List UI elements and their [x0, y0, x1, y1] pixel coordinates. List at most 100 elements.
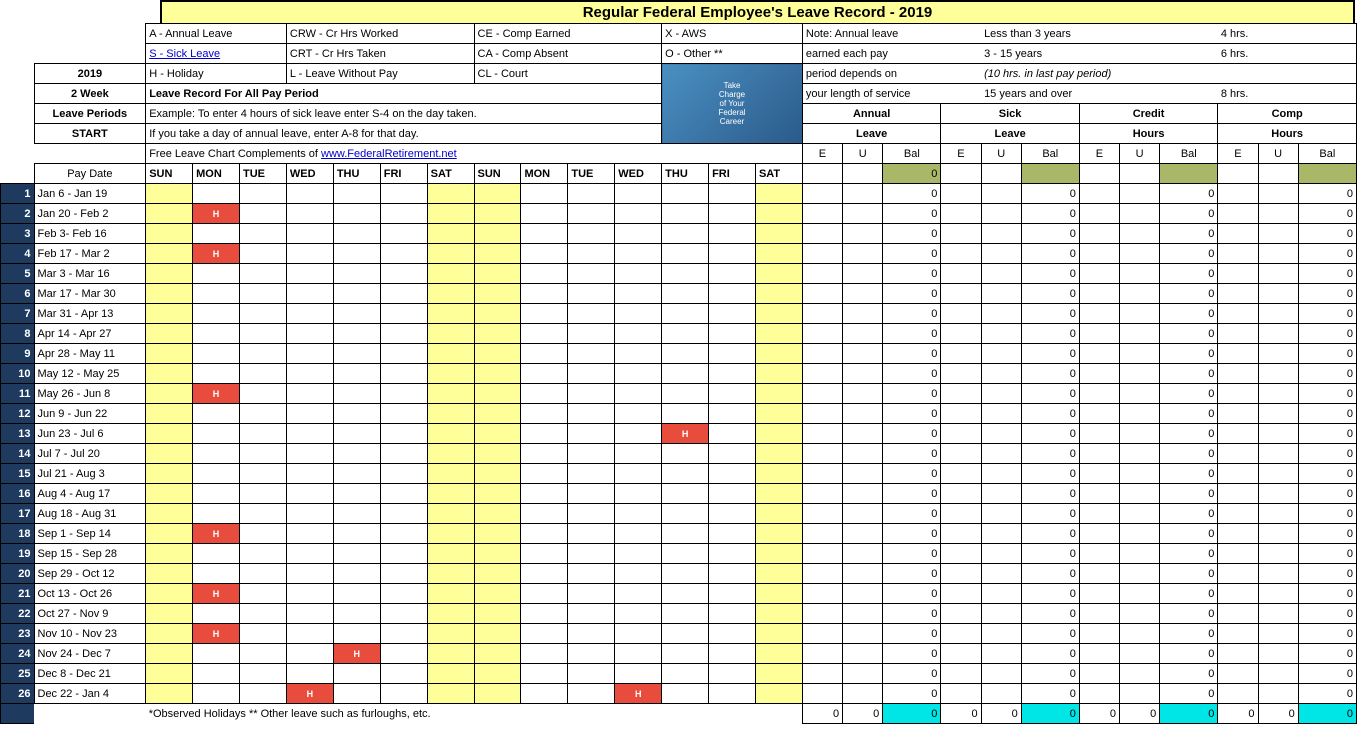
cell-e[interactable]: [941, 664, 981, 684]
day-cell[interactable]: [474, 204, 521, 224]
day-cell[interactable]: [755, 584, 802, 604]
cell-u[interactable]: [843, 564, 883, 584]
cell-u[interactable]: [1120, 184, 1160, 204]
cell-u[interactable]: [981, 224, 1021, 244]
day-cell[interactable]: [521, 244, 568, 264]
day-cell[interactable]: [615, 244, 662, 264]
day-cell[interactable]: [427, 264, 474, 284]
cell-e[interactable]: [802, 244, 842, 264]
cell-e[interactable]: [802, 584, 842, 604]
cell-e[interactable]: [941, 324, 981, 344]
day-cell[interactable]: [615, 484, 662, 504]
day-cell[interactable]: [709, 664, 756, 684]
cell-u[interactable]: [843, 484, 883, 504]
day-cell[interactable]: [427, 284, 474, 304]
day-cell[interactable]: [146, 684, 193, 704]
day-cell[interactable]: [709, 464, 756, 484]
day-cell[interactable]: [615, 444, 662, 464]
day-cell[interactable]: [146, 544, 193, 564]
day-cell[interactable]: [427, 684, 474, 704]
day-cell[interactable]: [286, 664, 333, 684]
cell-u[interactable]: [843, 384, 883, 404]
day-cell[interactable]: [755, 304, 802, 324]
cell-u[interactable]: [981, 484, 1021, 504]
day-cell[interactable]: [521, 264, 568, 284]
day-cell[interactable]: [755, 384, 802, 404]
cell-e[interactable]: [1079, 484, 1119, 504]
day-cell[interactable]: [146, 224, 193, 244]
day-cell[interactable]: [709, 544, 756, 564]
day-cell[interactable]: [521, 184, 568, 204]
day-cell[interactable]: [146, 424, 193, 444]
cell-e[interactable]: [802, 524, 842, 544]
day-cell[interactable]: [568, 304, 615, 324]
cell-u[interactable]: [843, 284, 883, 304]
day-cell[interactable]: [380, 584, 427, 604]
cell-e[interactable]: [1218, 384, 1258, 404]
day-cell[interactable]: [474, 604, 521, 624]
day-cell[interactable]: [755, 504, 802, 524]
day-cell[interactable]: [568, 224, 615, 244]
cell-e[interactable]: [1079, 404, 1119, 424]
cell-u[interactable]: [1258, 584, 1298, 604]
cell-e[interactable]: [1218, 284, 1258, 304]
cell-u[interactable]: [1258, 524, 1298, 544]
day-cell[interactable]: [662, 324, 709, 344]
day-cell[interactable]: [568, 244, 615, 264]
day-cell[interactable]: [662, 524, 709, 544]
cell-e[interactable]: [1079, 524, 1119, 544]
day-cell[interactable]: [380, 684, 427, 704]
cell-u[interactable]: [843, 264, 883, 284]
cell-e[interactable]: [802, 384, 842, 404]
day-cell[interactable]: [662, 684, 709, 704]
cell-e[interactable]: [1079, 584, 1119, 604]
day-cell[interactable]: [333, 324, 380, 344]
cell-e[interactable]: [802, 264, 842, 284]
cell-e[interactable]: [941, 224, 981, 244]
day-cell[interactable]: [568, 524, 615, 544]
cell-u[interactable]: [1120, 504, 1160, 524]
day-cell[interactable]: [709, 564, 756, 584]
day-cell[interactable]: [333, 424, 380, 444]
day-cell[interactable]: [240, 504, 287, 524]
day-cell[interactable]: [615, 544, 662, 564]
cell-u[interactable]: [1258, 264, 1298, 284]
day-cell[interactable]: [146, 464, 193, 484]
cell-u[interactable]: [981, 404, 1021, 424]
day-cell[interactable]: [240, 284, 287, 304]
day-cell[interactable]: [709, 684, 756, 704]
cell-u[interactable]: [981, 644, 1021, 664]
day-cell[interactable]: [709, 324, 756, 344]
cell-e[interactable]: [1079, 284, 1119, 304]
cell-e[interactable]: [941, 424, 981, 444]
cell-u[interactable]: [1258, 224, 1298, 244]
day-cell[interactable]: [474, 484, 521, 504]
day-cell[interactable]: [755, 364, 802, 384]
day-cell[interactable]: [709, 344, 756, 364]
cell-u[interactable]: [981, 284, 1021, 304]
cell-e[interactable]: [941, 344, 981, 364]
day-cell[interactable]: [427, 364, 474, 384]
day-cell[interactable]: [662, 284, 709, 304]
day-cell[interactable]: [146, 524, 193, 544]
day-cell[interactable]: [709, 504, 756, 524]
day-cell[interactable]: [333, 204, 380, 224]
cell-e[interactable]: [941, 184, 981, 204]
day-cell[interactable]: [193, 324, 240, 344]
cell-e[interactable]: [941, 584, 981, 604]
day-cell[interactable]: [474, 544, 521, 564]
day-cell[interactable]: [240, 344, 287, 364]
day-cell[interactable]: [240, 424, 287, 444]
day-cell[interactable]: [193, 304, 240, 324]
day-cell[interactable]: [568, 264, 615, 284]
day-cell[interactable]: [286, 324, 333, 344]
day-cell[interactable]: [521, 344, 568, 364]
day-cell[interactable]: [146, 204, 193, 224]
cell-e[interactable]: [941, 624, 981, 644]
cell-e[interactable]: [1218, 524, 1258, 544]
day-cell[interactable]: [615, 604, 662, 624]
day-cell[interactable]: [568, 604, 615, 624]
day-cell[interactable]: [427, 404, 474, 424]
day-cell[interactable]: [474, 584, 521, 604]
cell-e[interactable]: [1218, 364, 1258, 384]
